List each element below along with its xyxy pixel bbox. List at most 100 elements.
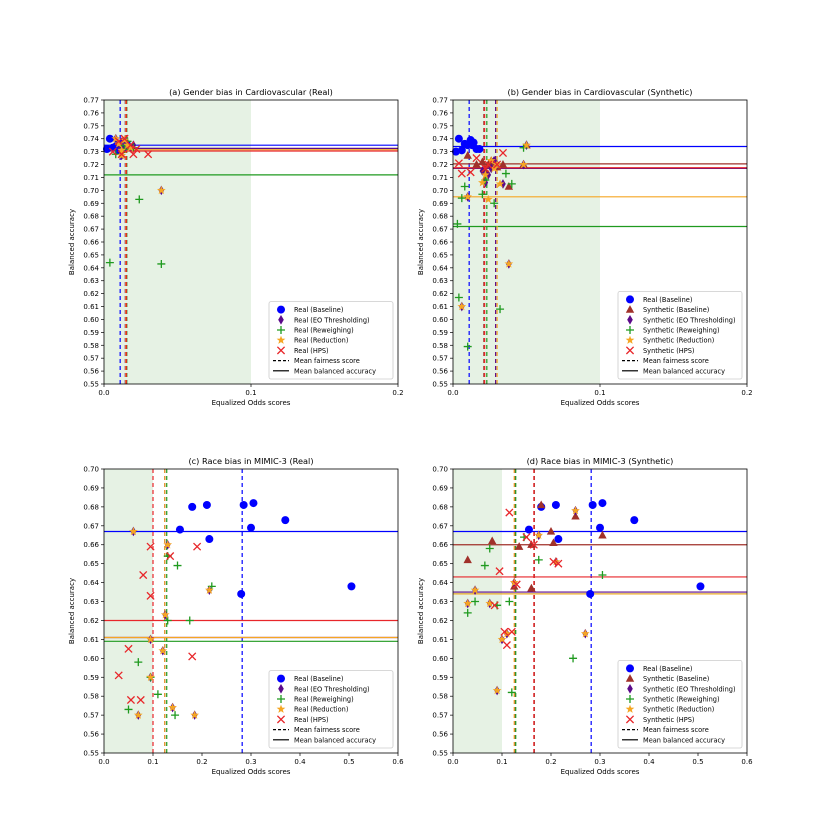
y-tick-label: 0.62 — [432, 290, 448, 298]
y-tick-label: 0.56 — [432, 731, 448, 739]
data-point — [114, 137, 123, 146]
y-tick-label: 0.70 — [83, 187, 99, 195]
y-tick-label: 0.67 — [83, 522, 99, 530]
data-point — [501, 169, 510, 178]
legend-label: Real (EO Thresholding) — [294, 316, 370, 324]
x-tick-label: 0.2 — [196, 758, 207, 766]
y-tick-label: 0.56 — [83, 368, 99, 376]
data-point — [129, 150, 138, 159]
data-point — [120, 134, 129, 143]
legend-box — [268, 301, 394, 380]
data-point — [480, 170, 490, 179]
legend-label: Real (Baseline) — [643, 296, 692, 304]
data-point — [114, 671, 123, 680]
y-tick-label: 0.67 — [432, 522, 448, 530]
y-axis-label: Balanced accuracy — [417, 578, 425, 644]
data-point — [554, 535, 563, 544]
y-tick-label: 0.60 — [83, 316, 99, 324]
legend-label: Mean balanced accuracy — [643, 736, 725, 744]
data-point — [175, 525, 184, 534]
data-point — [598, 530, 607, 539]
data-point — [500, 627, 509, 636]
data-point — [454, 159, 463, 168]
series-points — [175, 499, 356, 598]
data-point — [135, 195, 144, 204]
y-tick-label: 0.67 — [432, 226, 448, 234]
x-tick-label: 0.6 — [392, 758, 404, 766]
legend-marker — [277, 674, 285, 683]
data-point — [188, 502, 197, 511]
data-point — [696, 582, 705, 591]
data-point — [580, 629, 590, 638]
x-tick-label: 0.0 — [447, 389, 458, 397]
y-tick-label: 0.62 — [83, 617, 99, 625]
x-tick-label: 0.5 — [692, 758, 703, 766]
y-tick-label: 0.66 — [432, 541, 448, 549]
data-point — [205, 535, 214, 544]
data-point — [478, 157, 487, 166]
y-tick-label: 0.59 — [83, 674, 99, 682]
data-point — [507, 688, 516, 697]
legend-marker — [625, 704, 635, 713]
chart-panel-3: 0.55 0.56 0.57 0.58 0.59 0.60 0.61 0.62 0.63 0.64… — [68, 456, 404, 776]
data-point — [124, 644, 133, 653]
y-tick-label: 0.65 — [432, 560, 448, 568]
y-tick-label: 0.58 — [83, 693, 99, 701]
data-point — [485, 170, 492, 180]
legend-label: Synthetic (Reweighing) — [643, 327, 720, 335]
data-point — [105, 258, 114, 267]
y-axis-label: Balanced accuracy — [417, 209, 425, 275]
y-tick-label: 0.76 — [83, 109, 99, 117]
y-tick-label: 0.71 — [83, 174, 99, 182]
data-point — [496, 305, 505, 314]
y-tick-label: 0.57 — [432, 712, 448, 720]
legend-marker — [625, 335, 635, 344]
x-axis-label: Equalized Odds scores — [212, 768, 291, 776]
x-tick-label: 0.2 — [741, 389, 752, 397]
series-points — [454, 148, 508, 178]
y-tick-label: 0.56 — [432, 368, 448, 376]
y-tick-label: 0.62 — [83, 290, 99, 298]
legend-label: Real (Reduction) — [294, 706, 348, 714]
data-point — [454, 134, 463, 143]
chart-panel-4: 0.55 0.56 0.57 0.58 0.59 0.60 0.61 0.62 0.63 0.64… — [417, 456, 753, 776]
data-point — [504, 181, 514, 190]
y-tick-label: 0.60 — [432, 316, 448, 324]
y-tick-label: 0.68 — [432, 503, 448, 511]
x-tick-label: 0.1 — [496, 758, 507, 766]
legend-box — [268, 670, 394, 749]
legend-label: Mean balanced accuracy — [294, 367, 376, 375]
y-tick-label: 0.61 — [83, 636, 99, 644]
data-point — [470, 585, 480, 594]
legend-label: Real (Reweighing) — [294, 327, 354, 335]
y-tick-label: 0.58 — [432, 342, 448, 350]
data-point — [527, 583, 536, 592]
y-tick-label: 0.61 — [432, 303, 448, 311]
data-point — [132, 144, 141, 154]
data-point — [478, 178, 487, 187]
legend: Real (Baseline) Real (EO Thresholding) Rea… — [268, 670, 394, 749]
y-tick-label: 0.64 — [83, 579, 99, 587]
y-tick-label: 0.68 — [83, 213, 99, 221]
data-point — [630, 516, 639, 525]
y-tick-label: 0.59 — [432, 674, 448, 682]
legend-marker — [277, 695, 285, 703]
x-tick-label: 0.1 — [245, 389, 256, 397]
y-tick-label: 0.73 — [83, 148, 99, 156]
legend-marker — [626, 695, 634, 703]
x-tick-label: 0.0 — [447, 758, 458, 766]
data-point — [126, 141, 135, 150]
data-point — [114, 139, 124, 148]
y-axis-label: Balanced accuracy — [68, 209, 76, 275]
y-tick-label: 0.57 — [83, 712, 99, 720]
data-point — [460, 182, 469, 191]
data-point — [529, 540, 538, 549]
legend-label: Synthetic (Reduction) — [643, 337, 714, 345]
y-tick-label: 0.69 — [83, 484, 99, 492]
data-point — [475, 145, 484, 154]
data-point — [237, 589, 246, 598]
y-tick-label: 0.55 — [83, 381, 99, 389]
data-point — [117, 145, 127, 155]
data-point — [463, 555, 472, 564]
data-point — [168, 702, 177, 712]
